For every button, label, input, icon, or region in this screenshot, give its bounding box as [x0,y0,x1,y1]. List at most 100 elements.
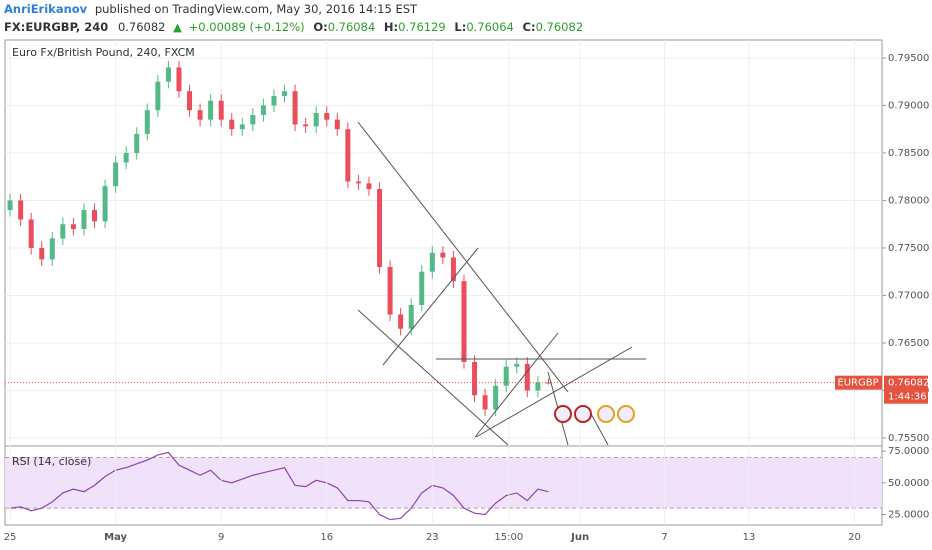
candle-body [387,266,393,315]
y-tick-label: 0.77500 [888,243,929,254]
y-tick-label: 0.77000 [888,290,929,301]
candle-body [408,304,414,329]
trend-line [474,332,559,438]
candle-body [524,363,530,391]
candle-body [49,238,55,260]
y-tick-label: 0.75500 [888,433,929,444]
x-tick-label: 15:00 [494,532,523,543]
candle-body [250,114,256,125]
candle-body [461,281,467,362]
candle-body [144,110,150,134]
candle-body [18,200,24,220]
symbol: FX:EURGBP, 240 [4,20,108,34]
candle-body [355,181,361,184]
candle-body [113,162,119,187]
header-line: AnriErikanov published on TradingView.co… [4,2,418,16]
event-icons [554,405,635,423]
candle-body [260,105,266,115]
candle-body [324,113,330,120]
low-label: L: [454,20,466,34]
close: 0.76082 [536,20,584,34]
x-tick-label: Jun [570,532,589,543]
y-tick-label: 25.0000 [888,509,929,520]
candle-body [334,119,340,130]
event-icon[interactable] [574,405,592,423]
arrow: ▲ [173,20,182,34]
candle-body [419,271,425,305]
candle-body [271,95,277,106]
low: 0.76064 [466,20,514,34]
candle-body [493,385,499,410]
x-tick-label: 16 [320,532,333,543]
candle-body [81,209,87,229]
candle-body [377,189,383,267]
countdown-label: 1:44:36 [888,392,927,403]
candle-body [28,219,34,248]
x-tick-label: 13 [743,532,756,543]
candle-body [229,119,235,130]
y-tick-label: 0.78500 [888,148,929,159]
candle-body [282,91,288,96]
open-label: O: [313,20,327,34]
chart-title: Euro Fx/British Pound, 240, FXCM [12,46,195,59]
event-icon[interactable] [597,405,615,423]
candle-body [450,257,456,282]
y-tick-label: 0.79500 [888,53,929,64]
close-label: C: [523,20,536,34]
candle-body [503,366,509,386]
candle-body [218,100,224,120]
symbol-tag-label: EURGBP [837,378,878,389]
y-tick-label: 0.78000 [888,195,929,206]
rsi-line [9,451,549,521]
x-tick-label: 23 [426,532,439,543]
candle-body [303,124,309,127]
candle-body [123,152,129,163]
candle-body [60,224,66,239]
trend-line [382,247,479,366]
y-tick-label: 75.0000 [888,446,929,457]
author[interactable]: AnriErikanov [4,2,88,16]
x-tick-label: 20 [848,532,861,543]
candle-body [366,183,372,190]
candle-body [155,81,161,111]
x-tick-label: 9 [218,532,224,543]
y-tick-label: 50.0000 [888,478,929,489]
trend-line [589,411,609,446]
trend-line [357,309,509,446]
candle-body [472,361,478,396]
rsi-title: RSI (14, close) [12,455,91,468]
candle-body [165,67,171,82]
plot-frame [4,39,883,526]
candle-body [197,110,203,120]
candle-body [102,186,108,222]
price-tag-label: 0.76082 [888,378,929,389]
candle-body [70,224,76,229]
candle-body [429,252,435,272]
candle-body [482,395,488,410]
event-icon[interactable] [554,405,572,423]
x-tick-label: 25 [4,532,17,543]
candle-body [208,100,214,120]
trend-line [475,346,633,438]
y-tick-label: 0.79000 [888,100,929,111]
y-tick-label: 0.76500 [888,338,929,349]
candle-body [39,247,45,260]
change: +0.00089 (+0.12%) [189,20,305,34]
candle-body [292,91,298,125]
event-icon[interactable] [617,405,635,423]
price-tag [884,375,928,404]
open: 0.76084 [328,20,376,34]
quote-line: FX:EURGBP, 240 0.76082 ▲ +0.00089 (+0.12… [4,20,583,34]
candle-body [440,252,446,258]
candle-body [239,124,245,130]
x-tick-label: 7 [661,532,667,543]
candle-body [134,133,140,153]
high-label: H: [384,20,398,34]
last: 0.76082 [118,20,166,34]
candle-body [535,382,541,391]
candle-body [7,200,13,210]
candle-body [514,363,520,367]
published: published on TradingView.com, May 30, 20… [95,2,418,16]
x-tick-label: May [104,532,127,543]
